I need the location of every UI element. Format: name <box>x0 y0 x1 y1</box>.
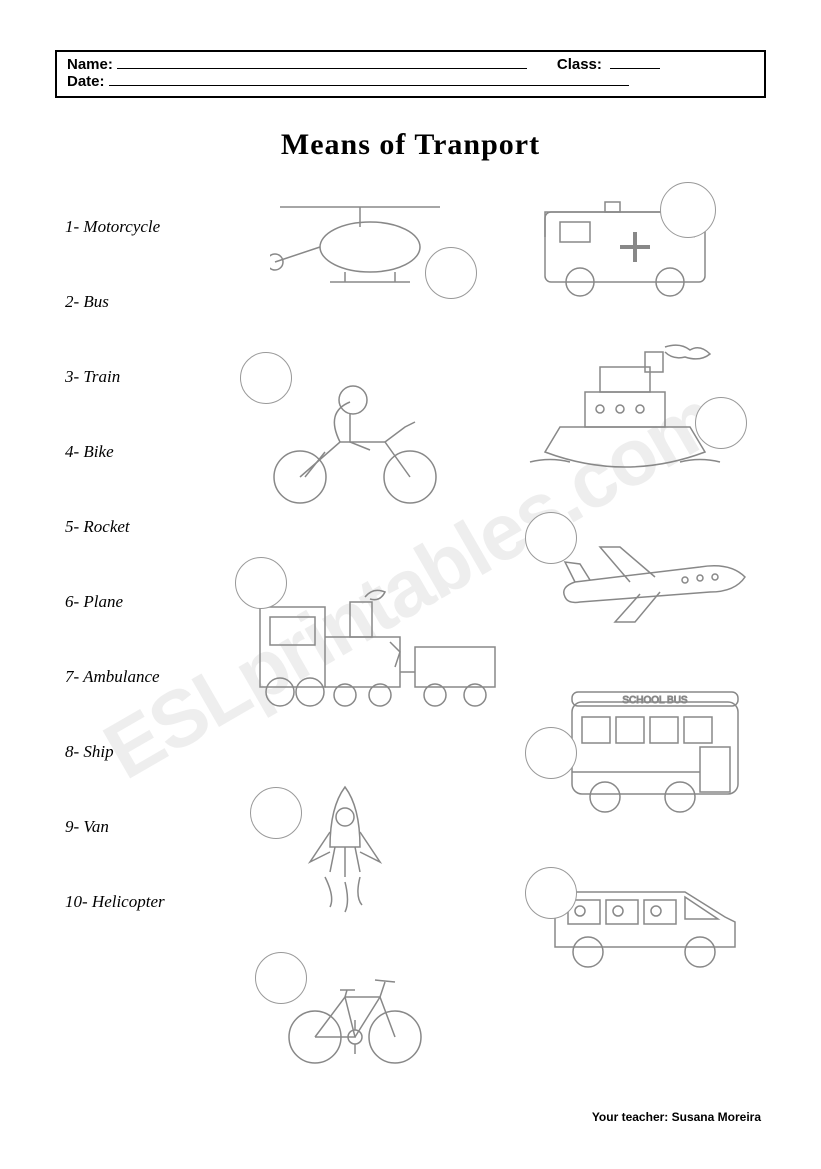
word-list: 1- Motorcycle 2- Bus 3- Train 4- Bike 5- Roc… <box>65 217 165 967</box>
word-item: 1- Motorcycle <box>65 217 165 237</box>
van-answer-circle[interactable] <box>525 867 577 919</box>
word-item: 3- Train <box>65 367 165 387</box>
rocket-answer-circle[interactable] <box>250 787 302 839</box>
name-label: Name: <box>67 56 113 73</box>
word-item: 6- Plane <box>65 592 165 612</box>
rocket-image <box>280 777 410 922</box>
content-area: 1- Motorcycle 2- Bus 3- Train 4- Bike 5- Roc… <box>55 187 766 1067</box>
word-item: 10- Helicopter <box>65 892 165 912</box>
header-box: Name: Class: Date: <box>55 50 766 98</box>
date-field[interactable] <box>109 85 629 86</box>
footer-label: Your teacher: <box>592 1110 668 1124</box>
bus-answer-circle[interactable] <box>525 727 577 779</box>
bike-answer-circle[interactable] <box>255 952 307 1004</box>
word-item: 7- Ambulance <box>65 667 165 687</box>
helicopter-image <box>270 187 450 302</box>
footer-name: Susana Moreira <box>672 1110 761 1124</box>
train-answer-circle[interactable] <box>235 557 287 609</box>
class-label: Class: <box>557 56 602 73</box>
name-field[interactable] <box>117 68 527 69</box>
ship-answer-circle[interactable] <box>695 397 747 449</box>
worksheet-page: Name: Class: Date: Means of Tranport 1- … <box>0 0 821 1169</box>
word-item: 5- Rocket <box>65 517 165 537</box>
date-label: Date: <box>67 73 105 90</box>
train-image <box>245 577 525 722</box>
worksheet-title: Means of Tranport <box>55 128 766 162</box>
class-field[interactable] <box>610 68 660 69</box>
motorcycle-answer-circle[interactable] <box>240 352 292 404</box>
word-item: 4- Bike <box>65 442 165 462</box>
plane-image <box>550 532 750 637</box>
footer-credit: Your teacher: Susana Moreira <box>592 1110 761 1124</box>
word-item: 2- Bus <box>65 292 165 312</box>
word-item: 8- Ship <box>65 742 165 762</box>
helicopter-answer-circle[interactable] <box>425 247 477 299</box>
bus-image: SCHOOL BUS <box>560 677 750 822</box>
svg-text:SCHOOL BUS: SCHOOL BUS <box>622 695 688 706</box>
ambulance-answer-circle[interactable] <box>660 182 716 238</box>
word-item: 9- Van <box>65 817 165 837</box>
plane-answer-circle[interactable] <box>525 512 577 564</box>
